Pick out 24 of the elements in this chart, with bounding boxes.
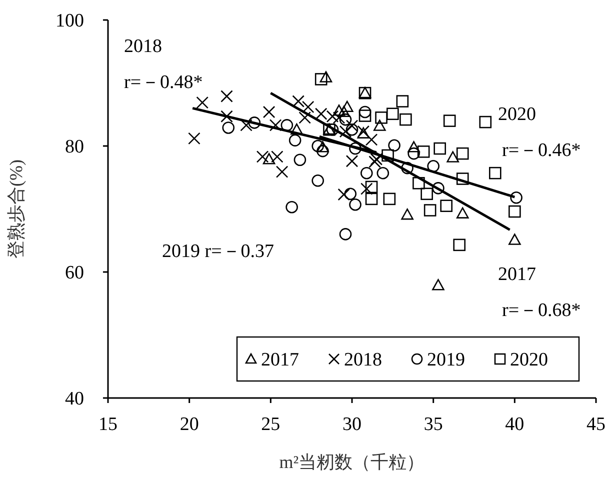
annotation: 2019 r=－0.37: [162, 241, 274, 262]
x-tick-label: 30: [342, 414, 362, 435]
x-tick-label: 45: [586, 414, 606, 435]
annotation: r=－0.46*: [502, 140, 581, 161]
annotation: r=－0.48*: [124, 72, 203, 93]
legend-label: 2019: [427, 350, 465, 371]
legend-label: 2017: [261, 350, 299, 371]
x-tick-label: 25: [261, 414, 280, 435]
annotation: 2018: [124, 36, 162, 57]
x-tick-label: 40: [505, 414, 524, 435]
y-tick-label: 80: [65, 136, 84, 158]
legend-label: 2020: [510, 350, 548, 371]
legend-label: 2018: [344, 350, 382, 371]
annotation: r=－0.68*: [502, 300, 581, 321]
y-axis-title: 登熟歩合(%): [6, 160, 26, 258]
x-axis-title: m²当籾数（千粒）: [279, 452, 425, 472]
x-tick-label: 15: [98, 414, 118, 435]
annotation: 2017: [498, 264, 536, 285]
x-tick-label: 35: [424, 414, 443, 435]
annotation: 2020: [498, 104, 536, 125]
y-tick-label: 60: [65, 262, 84, 284]
y-tick-label: 40: [65, 388, 84, 410]
x-tick-label: 20: [180, 414, 199, 435]
y-tick-label: 100: [56, 10, 84, 32]
